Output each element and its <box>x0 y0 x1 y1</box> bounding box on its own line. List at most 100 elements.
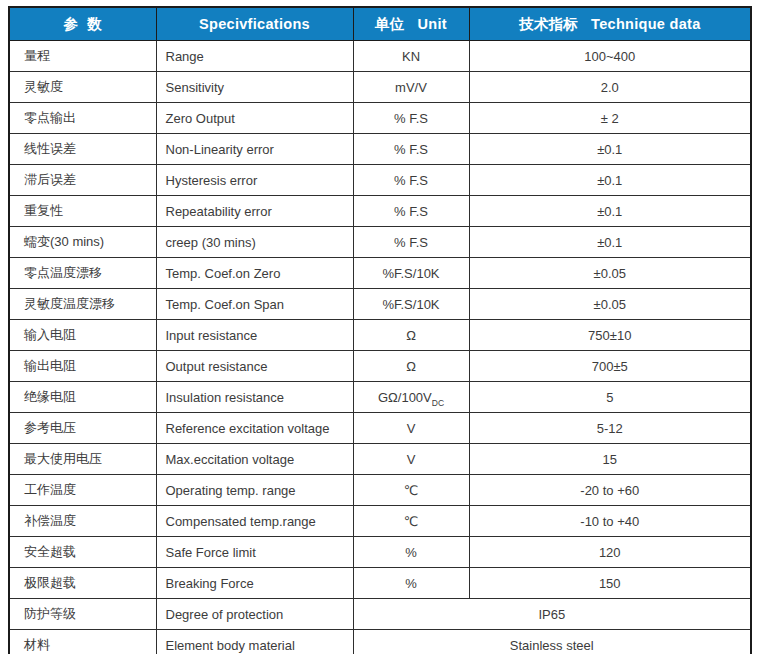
table-row: 线性误差 Non-Linearity error % F.S ±0.1 <box>9 134 751 165</box>
table-row: 灵敏度温度漂移 Temp. Coef.on Span %F.S/10K ±0.0… <box>9 289 751 320</box>
table-row: 补偿温度 Compensated temp.range ℃ -10 to +40 <box>9 506 751 537</box>
specification-en-cell: Temp. Coef.on Zero <box>156 258 353 289</box>
unit-cell: Ω <box>353 320 469 351</box>
unit-cell: GΩ/100VDC <box>353 382 469 413</box>
parameter-cn-cell: 线性误差 <box>9 134 156 165</box>
value-cell: ±0.05 <box>469 258 751 289</box>
specification-en-cell: Non-Linearity error <box>156 134 353 165</box>
parameter-cn-cell: 防护等级 <box>9 599 156 630</box>
unit-cell: ℃ <box>353 506 469 537</box>
parameter-cn-cell: 工作温度 <box>9 475 156 506</box>
value-cell: 750±10 <box>469 320 751 351</box>
value-cell: -10 to +40 <box>469 506 751 537</box>
table-row: 最大使用电压 Max.eccitation voltage V 15 <box>9 444 751 475</box>
table-row: 安全超载 Safe Force limit % 120 <box>9 537 751 568</box>
unit-text: % F.S <box>394 111 428 126</box>
specification-en-cell: creep (30 mins) <box>156 227 353 258</box>
parameter-cn-cell: 蠕变(30 mins) <box>9 227 156 258</box>
parameter-cn-cell: 零点输出 <box>9 103 156 134</box>
specification-en-cell: Compensated temp.range <box>156 506 353 537</box>
parameter-cn-cell: 安全超载 <box>9 537 156 568</box>
table-row: 工作温度 Operating temp. range ℃ -20 to +60 <box>9 475 751 506</box>
parameter-cn-cell: 输出电阻 <box>9 351 156 382</box>
unit-cell: Ω <box>353 351 469 382</box>
value-cell: 700±5 <box>469 351 751 382</box>
header-parameter: 参 数 <box>9 7 156 41</box>
table-row: 极限超载 Breaking Force % 150 <box>9 568 751 599</box>
unit-text: % F.S <box>394 142 428 157</box>
value-cell: ± 2 <box>469 103 751 134</box>
table-row: 量程 Range KN 100~400 <box>9 41 751 72</box>
specification-en-cell: Temp. Coef.on Span <box>156 289 353 320</box>
unit-text: % <box>405 545 417 560</box>
unit-text: Ω <box>406 328 416 343</box>
unit-text: % F.S <box>394 235 428 250</box>
specification-en-cell: Reference excitation voltage <box>156 413 353 444</box>
specification-en-cell: Operating temp. range <box>156 475 353 506</box>
specification-en-cell: Output resistance <box>156 351 353 382</box>
unit-text: KN <box>402 49 420 64</box>
parameter-cn-cell: 输入电阻 <box>9 320 156 351</box>
unit-cell: mV/V <box>353 72 469 103</box>
table-row: 蠕变(30 mins) creep (30 mins) % F.S ±0.1 <box>9 227 751 258</box>
parameter-cn-cell: 极限超载 <box>9 568 156 599</box>
specification-en-cell: Range <box>156 41 353 72</box>
unit-cell: ℃ <box>353 475 469 506</box>
unit-text: GΩ/100V <box>378 390 432 405</box>
unit-cell: %F.S/10K <box>353 258 469 289</box>
unit-cell: KN <box>353 41 469 72</box>
parameter-cn-cell: 灵敏度 <box>9 72 156 103</box>
unit-text: mV/V <box>395 80 427 95</box>
specification-en-cell: Max.eccitation voltage <box>156 444 353 475</box>
value-cell: 100~400 <box>469 41 751 72</box>
value-cell: Stainless steel <box>353 630 751 654</box>
parameter-cn-cell: 参考电压 <box>9 413 156 444</box>
table-row: 灵敏度 Sensitivity mV/V 2.0 <box>9 72 751 103</box>
specification-en-cell: Element body material <box>156 630 353 654</box>
header-technique-data: 技术指标 Technique data <box>469 7 751 41</box>
unit-cell: %F.S/10K <box>353 289 469 320</box>
unit-cell: % F.S <box>353 165 469 196</box>
unit-text: % <box>405 576 417 591</box>
table-row: 输入电阻 Input resistance Ω 750±10 <box>9 320 751 351</box>
table-row: 输出电阻 Output resistance Ω 700±5 <box>9 351 751 382</box>
parameter-cn-cell: 量程 <box>9 41 156 72</box>
unit-text: V <box>407 452 416 467</box>
table-row: 防护等级 Degree of protection IP65 <box>9 599 751 630</box>
specification-en-cell: Zero Output <box>156 103 353 134</box>
value-cell: 150 <box>469 568 751 599</box>
specification-en-cell: Degree of protection <box>156 599 353 630</box>
specification-en-cell: Breaking Force <box>156 568 353 599</box>
table-row: 绝缘电阻 Insulation resistance GΩ/100VDC 5 <box>9 382 751 413</box>
unit-cell: % F.S <box>353 134 469 165</box>
value-cell: 5-12 <box>469 413 751 444</box>
value-cell: ±0.05 <box>469 289 751 320</box>
parameter-cn-cell: 绝缘电阻 <box>9 382 156 413</box>
value-cell: 5 <box>469 382 751 413</box>
value-cell: 15 <box>469 444 751 475</box>
header-row: 参 数 Specivfications 单位 Unit 技术指标 Techniq… <box>9 7 751 41</box>
table-body: 量程 Range KN 100~400 灵敏度 Sensitivity mV/V… <box>9 41 751 654</box>
unit-text: Ω <box>406 359 416 374</box>
unit-text: ℃ <box>404 483 419 498</box>
parameter-cn-cell: 最大使用电压 <box>9 444 156 475</box>
value-cell: ±0.1 <box>469 165 751 196</box>
table-row: 零点温度漂移 Temp. Coef.on Zero %F.S/10K ±0.05 <box>9 258 751 289</box>
value-cell: ±0.1 <box>469 134 751 165</box>
parameter-cn-cell: 重复性 <box>9 196 156 227</box>
specifications-table: 参 数 Specivfications 单位 Unit 技术指标 Techniq… <box>8 6 752 654</box>
spec-sheet-page: 参 数 Specivfications 单位 Unit 技术指标 Techniq… <box>0 0 760 654</box>
unit-cell: % F.S <box>353 103 469 134</box>
unit-text: % F.S <box>394 173 428 188</box>
value-cell: IP65 <box>353 599 751 630</box>
unit-text: %F.S/10K <box>382 297 439 312</box>
unit-cell: V <box>353 413 469 444</box>
unit-text: % F.S <box>394 204 428 219</box>
unit-cell: % <box>353 568 469 599</box>
value-cell: ±0.1 <box>469 196 751 227</box>
unit-text: %F.S/10K <box>382 266 439 281</box>
parameter-cn-cell: 补偿温度 <box>9 506 156 537</box>
value-cell: -20 to +60 <box>469 475 751 506</box>
specification-en-cell: Hysteresis error <box>156 165 353 196</box>
specification-en-cell: Sensitivity <box>156 72 353 103</box>
